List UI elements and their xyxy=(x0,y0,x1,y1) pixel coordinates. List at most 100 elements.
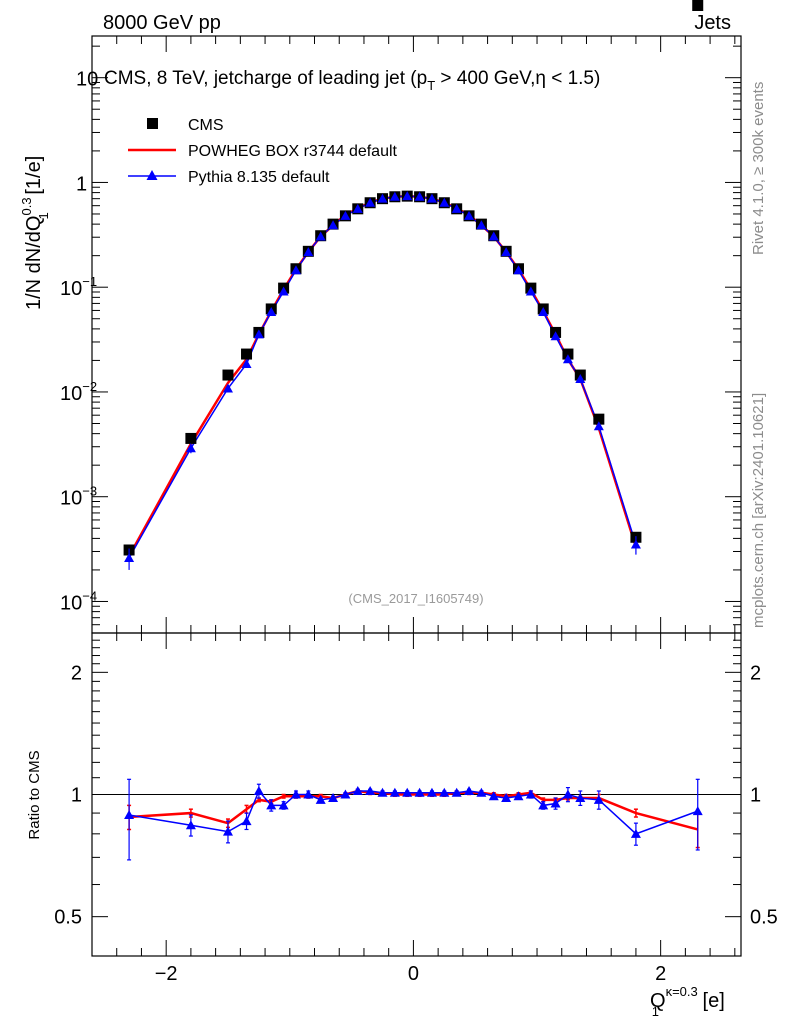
powheg-series-line xyxy=(127,194,638,557)
header-category-label: Jets xyxy=(694,12,731,34)
ratio-pythia-data-point xyxy=(593,794,604,804)
pythia-data-point xyxy=(352,203,363,213)
legend-pythia-label: Pythia 8.135 default xyxy=(188,169,330,186)
ratio-pythia-data-point xyxy=(340,789,351,799)
ratio-y-tick-label-right: 0.5 xyxy=(750,907,778,929)
header-process-label: 8000 GeV pp xyxy=(103,12,221,34)
cms-data-point xyxy=(562,348,574,360)
pythia-data-point xyxy=(439,197,450,207)
pythia-data-point xyxy=(185,443,196,453)
main-y-tick-label: 10−4 xyxy=(60,588,97,614)
ratio-pythia-data-point xyxy=(630,828,641,838)
pythia-data-point xyxy=(124,552,135,562)
ratio-pythia-data-point xyxy=(303,789,314,799)
pythia-data-point xyxy=(488,231,499,241)
ratio-pythia-data-point xyxy=(315,794,326,804)
rivet-version-label: Rivet 4.1.0, ≥ 300k events xyxy=(750,82,767,255)
pythia-data-point xyxy=(266,306,277,316)
ratio-y-tick-label: 0.5 xyxy=(54,907,82,929)
ratio-pythia-data-point xyxy=(501,793,512,803)
ratio-pythia-data-point xyxy=(692,806,703,816)
pythia-series-line xyxy=(128,195,637,559)
ratio-pythia-data-point xyxy=(525,789,536,799)
pythia-data-point xyxy=(340,210,351,220)
ratio-pythia-data-point xyxy=(124,810,135,820)
pythia-data-point xyxy=(575,373,586,383)
ratio-pythia-data-point xyxy=(278,800,289,810)
mcplots-source-label: mcplots.cern.ch [arXiv:2401.10621] xyxy=(750,393,767,628)
ratio-pythia-data-point xyxy=(414,787,425,797)
cms-data-point xyxy=(692,0,704,11)
pythia-data-point xyxy=(389,191,400,201)
pythia-data-point xyxy=(253,329,264,339)
ratio-y-tick-label: 2 xyxy=(71,662,82,684)
pythia-data-point xyxy=(501,247,512,257)
main-y-tick-label: 10−2 xyxy=(60,379,97,405)
ratio-pythia-data-point xyxy=(328,793,339,803)
ratio-powheg-line xyxy=(129,789,699,831)
ratio-y-tick-label: 1 xyxy=(71,785,82,807)
main-y-axis-label: 1/N dN/dQ0.31 [1/e] xyxy=(19,156,51,310)
x-tick-label: −2 xyxy=(155,963,178,985)
ratio-pythia-data-point xyxy=(377,787,388,797)
pythia-data-point xyxy=(414,191,425,201)
pythia-data-point xyxy=(538,306,549,316)
ratio-pythia-data-point xyxy=(241,816,252,826)
pythia-data-point xyxy=(630,539,641,549)
pythia-data-point xyxy=(402,191,413,201)
pythia-data-point xyxy=(278,286,289,296)
ratio-pythia-data-point xyxy=(426,787,437,797)
pythia-data-point xyxy=(377,193,388,203)
ratio-pythia-data-point xyxy=(451,787,462,797)
pythia-data-point xyxy=(241,358,252,368)
ratio-pythia-data-point xyxy=(538,800,549,810)
x-tick-label: 2 xyxy=(655,963,666,985)
legend: CMS POWHEG BOX r3744 default Pythia 8.13… xyxy=(128,117,398,186)
pythia-data-point xyxy=(476,220,487,230)
cms-data-point xyxy=(185,432,197,444)
x-axis-label: Qκ=0.3 1 [e] xyxy=(650,984,725,1019)
ratio-pythia-data-point xyxy=(562,789,573,799)
pythia-data-point xyxy=(303,247,314,257)
ratio-pythia-data-point xyxy=(352,786,363,796)
pythia-data-point xyxy=(513,265,524,275)
ratio-pythia-data-point xyxy=(185,820,196,830)
ratio-y-axis-label: Ratio to CMS xyxy=(26,750,43,839)
pythia-data-point xyxy=(451,203,462,213)
cms-data-point xyxy=(241,348,253,360)
pythia-data-point xyxy=(222,383,233,393)
ratio-pythia-data-point xyxy=(389,787,400,797)
ratio-pythia-data-point xyxy=(402,787,413,797)
ratio-pythia-data-point xyxy=(439,787,450,797)
pythia-data-point xyxy=(315,231,326,241)
legend-powheg-label: POWHEG BOX r3744 default xyxy=(188,143,398,160)
ratio-pythia-data-point xyxy=(488,791,499,801)
main-y-tick-label: 1 xyxy=(76,173,87,195)
pythia-data-point xyxy=(562,354,573,364)
ratio-pythia-line xyxy=(128,789,698,835)
main-plot-title: CMS, 8 TeV, jetcharge of leading jet (pT… xyxy=(104,68,600,93)
main-y-tick-label: 10 xyxy=(76,69,98,91)
pythia-data-point xyxy=(426,193,437,203)
pythia-data-point xyxy=(290,265,301,275)
x-tick-label: 0 xyxy=(408,963,419,985)
pythia-data-point xyxy=(365,197,376,207)
ratio-pythia-data-point xyxy=(266,800,277,810)
main-y-tick-label: 10−1 xyxy=(60,274,97,300)
pythia-data-point xyxy=(328,220,339,230)
pythia-data-point xyxy=(525,286,536,296)
ratio-pythia-data-point xyxy=(365,786,376,796)
cms-data-point xyxy=(222,369,234,381)
legend-pythia-marker xyxy=(146,170,158,180)
ratio-pythia-data-point xyxy=(464,786,475,796)
ratio-pythia-data-point xyxy=(253,786,264,796)
pythia-data-point xyxy=(464,210,475,220)
pythia-data-point xyxy=(550,331,561,341)
pythia-data-point xyxy=(593,421,604,431)
ratio-pythia-data-point xyxy=(290,789,301,799)
ratio-pythia-data-point xyxy=(222,826,233,836)
legend-cms-marker xyxy=(147,118,158,129)
ratio-y-tick-label-right: 1 xyxy=(750,785,761,807)
